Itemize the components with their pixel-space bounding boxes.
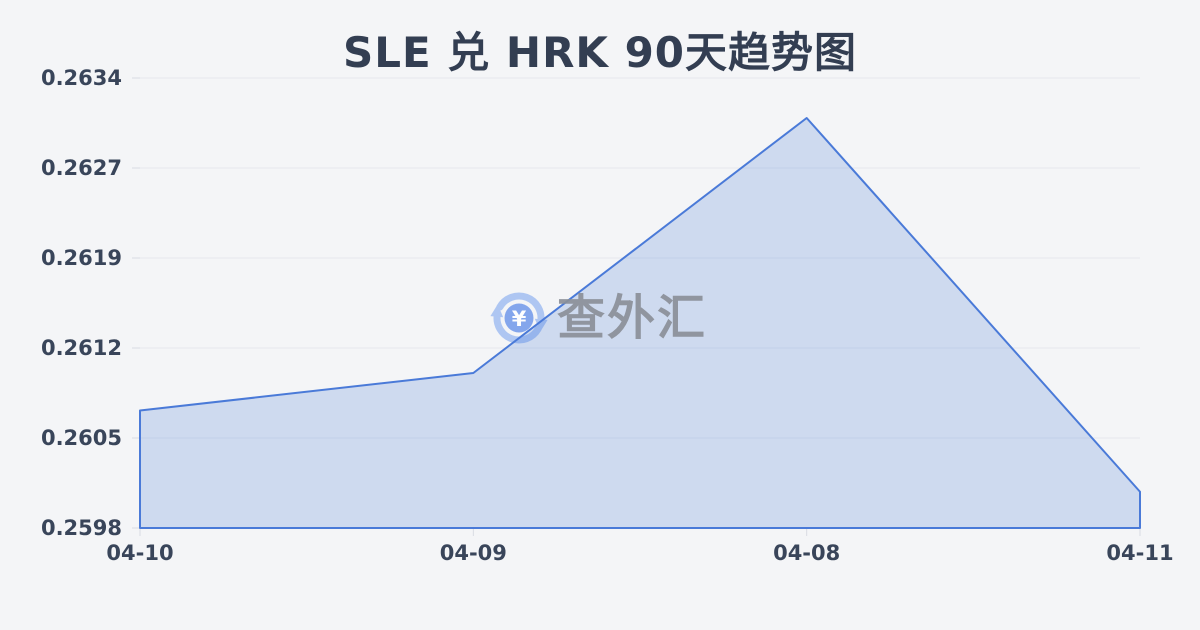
trend-area	[139, 117, 1141, 529]
y-axis-label: 0.2612	[41, 336, 122, 360]
y-axis-label: 0.2634	[41, 66, 122, 90]
yen-circle	[504, 303, 534, 333]
exchange-arrow-top	[496, 292, 545, 326]
watermark: ¥	[489, 288, 549, 348]
exchange-arrow-bottom	[493, 310, 542, 344]
y-axis-label: 0.2619	[41, 246, 122, 270]
x-axis-label: 04-10	[106, 541, 173, 565]
chart-title: SLE 兑 HRK 90天趋势图	[342, 28, 858, 77]
yen-symbol: ¥	[512, 307, 527, 331]
arrowhead-top-right	[534, 318, 548, 332]
x-axis-label: 04-11	[1106, 541, 1173, 565]
y-axis-label: 0.2598	[41, 516, 122, 540]
y-axis-label: 0.2605	[41, 426, 122, 450]
watermark-text: 查外汇	[557, 290, 708, 346]
x-axis-label: 04-09	[440, 541, 507, 565]
y-axis-label: 0.2627	[41, 156, 122, 180]
currency-exchange-icon: ¥	[490, 292, 548, 344]
x-axis-label: 04-08	[773, 541, 840, 565]
arrowhead-bottom-left	[490, 304, 504, 318]
